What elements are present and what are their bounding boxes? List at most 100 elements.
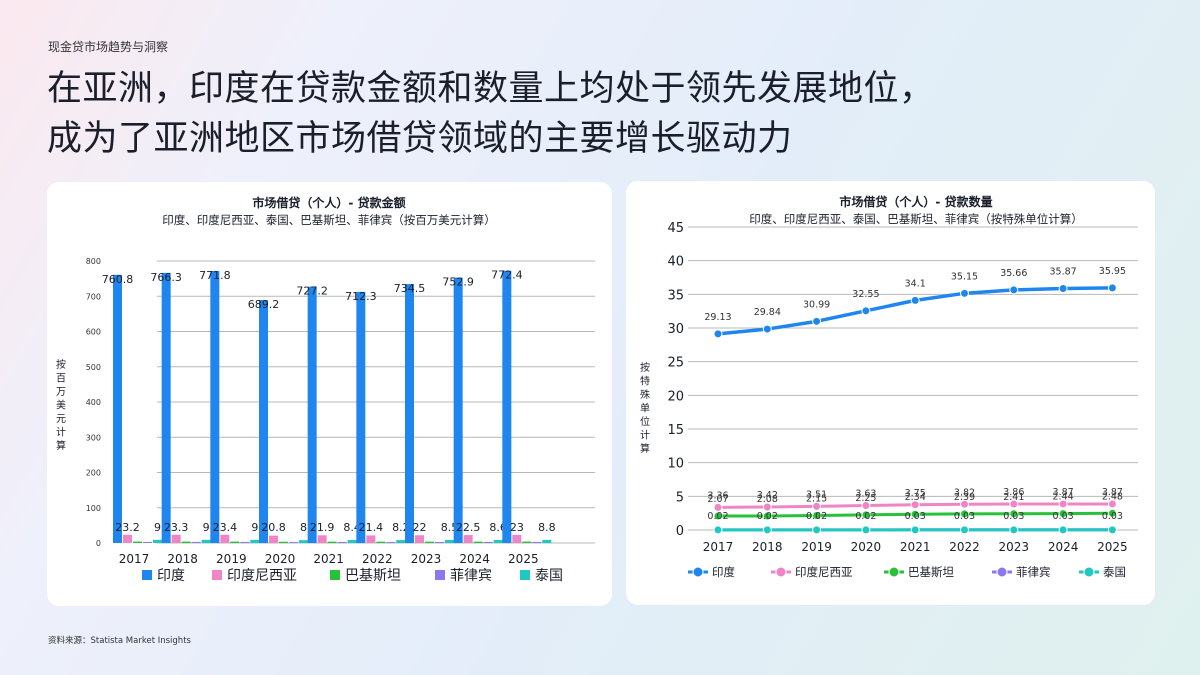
bar bbox=[317, 535, 327, 543]
headline-line-2: 成为了亚洲地区市场借贷领域的主要增长驱动力 bbox=[47, 119, 793, 159]
bar bbox=[473, 541, 483, 543]
legend-marker bbox=[692, 566, 704, 578]
data-point bbox=[812, 511, 822, 521]
x-tick-label: 2018 bbox=[167, 552, 198, 566]
y-tick-label: 300 bbox=[86, 433, 101, 442]
loan-count-line-chart: 市场借贷（个人）- 贷款数量印度、印度尼西亚、泰国、巴基斯坦、菲律宾（按特殊单位… bbox=[640, 194, 1138, 579]
loan-count-chart-card: 市场借贷（个人）- 贷款数量 印度、印度尼西亚、泰国、巴基斯坦、菲律宾（按特殊单位… bbox=[626, 181, 1155, 605]
data-point bbox=[910, 525, 920, 535]
bar-data-label: 772.4 bbox=[491, 269, 523, 282]
bar-data-label: 771.8 bbox=[199, 269, 231, 282]
data-point bbox=[762, 324, 772, 334]
data-point bbox=[910, 295, 920, 305]
data-point bbox=[861, 306, 871, 316]
point-data-label: 2.34 bbox=[905, 492, 926, 503]
bar bbox=[532, 541, 542, 543]
bar bbox=[161, 272, 171, 543]
bar bbox=[425, 541, 434, 543]
bar bbox=[113, 274, 122, 543]
point-data-label: 2.44 bbox=[1053, 492, 1074, 503]
data-point bbox=[1107, 508, 1117, 518]
bar bbox=[259, 300, 268, 543]
point-data-label: 35.95 bbox=[1099, 266, 1126, 277]
bar bbox=[415, 535, 424, 543]
x-tick-label: 2020 bbox=[851, 540, 882, 554]
point-data-label: 0.03 bbox=[1053, 511, 1074, 522]
bar-data-label: 8.8 bbox=[538, 521, 556, 534]
bar bbox=[307, 286, 317, 543]
bar bbox=[542, 539, 552, 543]
bar bbox=[250, 539, 260, 543]
source-note: 资料来源：Statista Market Insights bbox=[48, 636, 191, 646]
bar-data-label: 689.2 bbox=[248, 298, 280, 311]
y-tick-label: 35 bbox=[667, 288, 684, 303]
point-data-label: 3.82 bbox=[954, 487, 975, 498]
y-axis-label: 按百万美元计算 bbox=[56, 358, 66, 452]
point-data-label: 32.55 bbox=[852, 289, 879, 300]
point-data-label: 0.03 bbox=[954, 511, 975, 522]
data-point bbox=[762, 511, 772, 521]
point-data-label: 2.41 bbox=[1003, 492, 1024, 503]
bar-data-label: 23 bbox=[510, 521, 524, 534]
chart-title: 市场借贷（个人）- 贷款数量 bbox=[839, 194, 992, 209]
data-point bbox=[910, 500, 920, 510]
bar-data-label: 9 bbox=[251, 521, 258, 534]
data-point bbox=[812, 501, 822, 511]
bar bbox=[220, 534, 230, 543]
point-data-label: 34.1 bbox=[905, 278, 926, 289]
legend-label: 印度尼西亚 bbox=[795, 565, 853, 579]
y-axis-label: 按特殊单位计算 bbox=[640, 361, 650, 455]
x-tick-label: 2017 bbox=[119, 552, 150, 566]
y-tick-label: 700 bbox=[86, 292, 101, 301]
bar bbox=[327, 541, 337, 543]
y-tick-label: 20 bbox=[667, 389, 684, 404]
bar-data-label: 766.3 bbox=[150, 271, 182, 284]
bar bbox=[512, 534, 522, 543]
bar bbox=[289, 542, 298, 543]
bar bbox=[191, 541, 201, 543]
point-data-label: 30.99 bbox=[803, 299, 830, 310]
bar bbox=[230, 541, 240, 543]
bar bbox=[347, 540, 357, 543]
x-tick-label: 2024 bbox=[1048, 540, 1079, 554]
point-data-label: 29.13 bbox=[704, 312, 731, 323]
legend-swatch bbox=[330, 570, 340, 580]
point-data-label: 0.03 bbox=[1003, 511, 1024, 522]
data-point bbox=[713, 525, 723, 535]
bar-data-label: 712.3 bbox=[345, 290, 377, 303]
x-tick-label: 2021 bbox=[313, 552, 344, 566]
bar bbox=[171, 534, 181, 543]
data-point bbox=[861, 525, 871, 535]
bar-data-label: 760.8 bbox=[102, 273, 134, 286]
data-point bbox=[861, 510, 871, 520]
data-point bbox=[1107, 283, 1117, 293]
data-point bbox=[1009, 525, 1019, 535]
bar bbox=[210, 270, 220, 543]
loan-amount-bar-chart: 市场借贷（个人）- 贷款金额印度、印度尼西亚、泰国、巴基斯坦、菲律宾（按百万美元… bbox=[56, 195, 595, 584]
x-tick-label: 2020 bbox=[265, 552, 296, 566]
y-tick-label: 10 bbox=[667, 457, 684, 472]
bar-data-label: 22 bbox=[413, 521, 427, 534]
y-tick-label: 15 bbox=[667, 423, 684, 438]
bar-data-label: 727.2 bbox=[296, 285, 328, 298]
y-tick-label: 500 bbox=[86, 363, 101, 372]
y-tick-label: 25 bbox=[667, 356, 684, 371]
legend-swatch bbox=[142, 570, 152, 580]
y-tick-label: 40 bbox=[667, 255, 684, 270]
bar bbox=[522, 541, 532, 543]
x-tick-label: 2021 bbox=[900, 540, 931, 554]
bar bbox=[435, 542, 444, 543]
bar-data-label: 23.3 bbox=[164, 521, 189, 534]
bar bbox=[453, 277, 463, 543]
bar bbox=[299, 540, 308, 543]
kicker-label: 现金贷市场趋势与洞察 bbox=[48, 40, 169, 54]
data-point bbox=[812, 525, 822, 535]
legend-label: 印度 bbox=[712, 565, 735, 579]
headline: 在亚洲，印度在贷款金额和数量上均处于领先发展地位， 成为了亚洲地区市场借贷领域的… bbox=[47, 64, 935, 164]
data-point bbox=[1058, 499, 1068, 509]
bar-data-label: 9 bbox=[154, 521, 161, 534]
legend-label: 泰国 bbox=[535, 568, 563, 584]
bar-data-label: 9 bbox=[203, 521, 210, 534]
point-data-label: 3.36 bbox=[707, 490, 728, 501]
legend-label: 泰国 bbox=[1103, 565, 1126, 579]
